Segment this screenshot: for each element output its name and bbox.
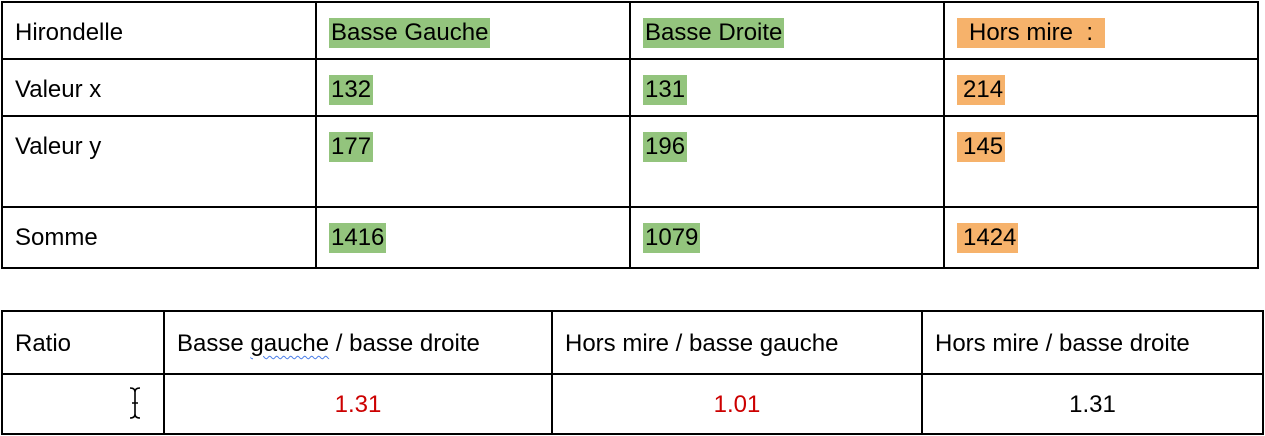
ratio-value: 1.31 <box>1069 391 1116 418</box>
cell-value: 177 <box>329 132 374 162</box>
table-cell[interactable]: 1.31 <box>921 373 1264 435</box>
table-cell[interactable]: Hirondelle <box>1 1 317 60</box>
cell-value: 145 <box>957 132 1006 162</box>
cell-value: 1416 <box>329 223 387 253</box>
cell-value: 131 <box>643 75 688 105</box>
measurements-table: Hirondelle Basse Gauche Basse Droite Hor… <box>1 1 1259 269</box>
table-cell[interactable]: Hors mire / basse gauche <box>551 310 923 375</box>
header-hors-mire-basse-droite: Hors mire / basse droite <box>935 330 1190 357</box>
table-cell[interactable]: 132 <box>315 58 631 117</box>
table-cell[interactable]: 1.31 <box>163 373 553 435</box>
table-cell[interactable]: 1416 <box>315 206 631 269</box>
ratio-table: Ratio Basse gauche / basse droite Hors m… <box>1 310 1264 435</box>
table-row: Hirondelle Basse Gauche Basse Droite Hor… <box>1 1 1259 60</box>
table-row: 1.31 1.01 1.31 <box>1 373 1264 435</box>
table-cell[interactable]: Basse gauche / basse droite <box>163 310 553 375</box>
table-row: Valeur y 177 196 145 <box>1 115 1259 208</box>
header-hirondelle: Hirondelle <box>15 19 124 46</box>
table-cell[interactable]: 145 <box>943 115 1259 208</box>
table-cell[interactable]: Ratio <box>1 310 165 375</box>
table-cell[interactable]: 214 <box>943 58 1259 117</box>
table-cell[interactable]: 1079 <box>629 206 945 269</box>
table-cell[interactable]: 177 <box>315 115 631 208</box>
table-row: Somme 1416 1079 1424 <box>1 206 1259 269</box>
header-basse-gauche: Basse Gauche <box>329 18 491 48</box>
table-row: Ratio Basse gauche / basse droite Hors m… <box>1 310 1264 375</box>
table-row: Valeur x 132 131 214 <box>1 58 1259 117</box>
table-cell[interactable]: 196 <box>629 115 945 208</box>
table-cell[interactable]: 131 <box>629 58 945 117</box>
header-ratio: Ratio <box>15 330 72 357</box>
cell-value: 196 <box>643 132 688 162</box>
table-cell[interactable] <box>1 373 165 435</box>
header-text: / basse droite <box>329 330 480 357</box>
spellcheck-underlined-word: gauche <box>250 330 330 357</box>
table-cell[interactable]: Hors mire : <box>943 1 1259 60</box>
cell-value: 1079 <box>643 223 701 253</box>
cell-value: 214 <box>957 75 1006 105</box>
cell-value: 132 <box>329 75 374 105</box>
header-hors-mire-basse-gauche: Hors mire / basse gauche <box>565 330 839 357</box>
table-cell[interactable]: 1.01 <box>551 373 923 435</box>
header-basse-gauche-basse-droite: Basse gauche / basse droite <box>177 330 480 357</box>
header-hors-mire: Hors mire : <box>957 18 1106 48</box>
table-cell[interactable]: Hors mire / basse droite <box>921 310 1264 375</box>
row-label-somme: Somme <box>15 224 98 251</box>
table-cell[interactable]: Basse Gauche <box>315 1 631 60</box>
table-cell[interactable]: Valeur x <box>1 58 317 117</box>
row-label-valeur-x: Valeur x <box>15 76 102 103</box>
ratio-value: 1.31 <box>334 391 382 418</box>
text-cursor-icon <box>129 387 141 419</box>
table-cell[interactable]: Basse Droite <box>629 1 945 60</box>
ratio-value: 1.01 <box>713 391 761 418</box>
table-cell[interactable]: Valeur y <box>1 115 317 208</box>
table-cell[interactable]: 1424 <box>943 206 1259 269</box>
cell-value: 1424 <box>957 223 1019 253</box>
header-basse-droite: Basse Droite <box>643 18 785 48</box>
header-text: Basse <box>177 330 251 357</box>
table-cell[interactable]: Somme <box>1 206 317 269</box>
row-label-valeur-y: Valeur y <box>15 133 102 160</box>
